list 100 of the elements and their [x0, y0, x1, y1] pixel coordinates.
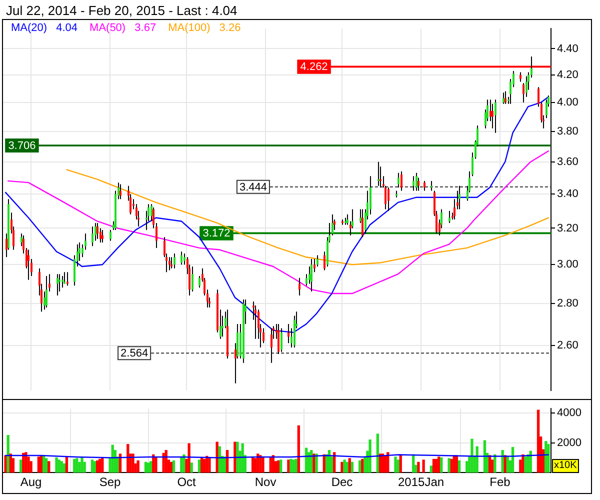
bar: [180, 457, 183, 473]
bar: [60, 461, 63, 473]
bar: [529, 450, 532, 473]
bar: [4, 455, 7, 473]
bar: [438, 456, 440, 473]
y-tick-label: 3.40: [557, 188, 578, 200]
y-tick-label: 4.00: [557, 96, 578, 108]
bar: [348, 458, 351, 473]
text: MA(20) 4.04: [11, 22, 78, 34]
candlestick: [298, 277, 300, 296]
bar: [315, 454, 318, 473]
y-tick-label: 3.00: [557, 258, 578, 271]
y-axis-title: x10K: [552, 458, 579, 473]
ref-line-label: 2.564: [120, 348, 148, 360]
bar: [76, 458, 78, 473]
bar: [494, 454, 496, 473]
candlestick: [502, 92, 504, 104]
bar: [93, 461, 96, 473]
bar: [198, 460, 201, 473]
bar: [290, 458, 292, 473]
candlestick: [412, 176, 414, 192]
bar: [262, 457, 264, 473]
bar: [208, 457, 211, 473]
bar: [536, 410, 540, 473]
bar: [470, 438, 474, 473]
x-tick-label: Aug: [20, 475, 42, 490]
ref-line-label: 4.262: [300, 61, 328, 74]
bar: [361, 458, 364, 473]
bar: [279, 460, 282, 473]
candlestick: [416, 172, 418, 192]
bar: [422, 460, 425, 473]
bar: [524, 456, 527, 473]
candlestick: [380, 166, 382, 188]
bar: [236, 442, 239, 473]
bar: [432, 458, 436, 473]
bar: [118, 454, 122, 473]
candlestick: [58, 274, 60, 292]
bar: [376, 434, 380, 473]
bar: [547, 444, 550, 473]
candlestick: [254, 305, 256, 340]
candlestick: [28, 249, 30, 280]
bar: [170, 462, 173, 473]
bar: [430, 466, 433, 473]
bar: [394, 456, 397, 473]
bar: [506, 456, 509, 473]
bar: [90, 460, 94, 473]
bar: [294, 458, 298, 473]
bar: [80, 457, 84, 473]
bar: [450, 458, 453, 473]
bar: [154, 457, 158, 473]
x-tick-label: 2015Jan: [398, 475, 444, 490]
x-tick-label: Feb: [490, 475, 511, 490]
candlestick: [262, 328, 264, 344]
bar: [526, 454, 530, 473]
y-tick-label: 3.20: [557, 222, 578, 234]
bar: [144, 462, 148, 473]
candlestick: [110, 230, 112, 242]
candlestick: [362, 208, 364, 238]
bar: [501, 450, 504, 473]
y-tick-label: 3.60: [557, 156, 578, 168]
candlestick: [288, 324, 290, 344]
bar: [544, 441, 548, 473]
bar: [101, 457, 104, 473]
candlestick: [504, 90, 506, 104]
bar: [368, 440, 372, 473]
bar: [132, 454, 134, 473]
candlestick: [180, 251, 182, 266]
bar: [251, 457, 254, 473]
y-tick-label: 4.40: [557, 42, 578, 55]
bar: [343, 460, 346, 473]
candlestick: [492, 103, 494, 129]
x-tick-label: Nov: [254, 475, 276, 490]
candlestick: [192, 266, 194, 292]
chart-title: Jul 22, 2014 - Feb 20, 2015 - Last : 4.04: [6, 3, 238, 18]
bar: [350, 462, 354, 473]
text: MA(50) 3.67: [90, 22, 156, 34]
candlestick: [430, 180, 432, 192]
bar: [440, 457, 443, 473]
candlestick: [174, 252, 176, 269]
bar: [312, 454, 316, 473]
y-tick-label: 4.20: [557, 68, 578, 81]
candlestick: [46, 276, 48, 308]
bar: [396, 460, 400, 473]
bar: [37, 456, 40, 473]
candlestick: [170, 256, 172, 269]
bar: [126, 444, 130, 473]
candlestick: [398, 172, 400, 188]
x-tick-label: Dec: [331, 475, 353, 490]
y-tick-label: 3.80: [557, 125, 578, 138]
bar: [40, 456, 43, 473]
candlestick: [280, 328, 282, 352]
bar: [188, 443, 190, 473]
bar: [20, 460, 22, 473]
x-tick-label: Oct: [177, 475, 197, 490]
candlestick: [494, 99, 496, 134]
candlestick: [310, 258, 312, 292]
bar: [24, 452, 28, 473]
bar: [297, 425, 300, 473]
bar: [448, 458, 450, 473]
bar: [73, 458, 76, 473]
